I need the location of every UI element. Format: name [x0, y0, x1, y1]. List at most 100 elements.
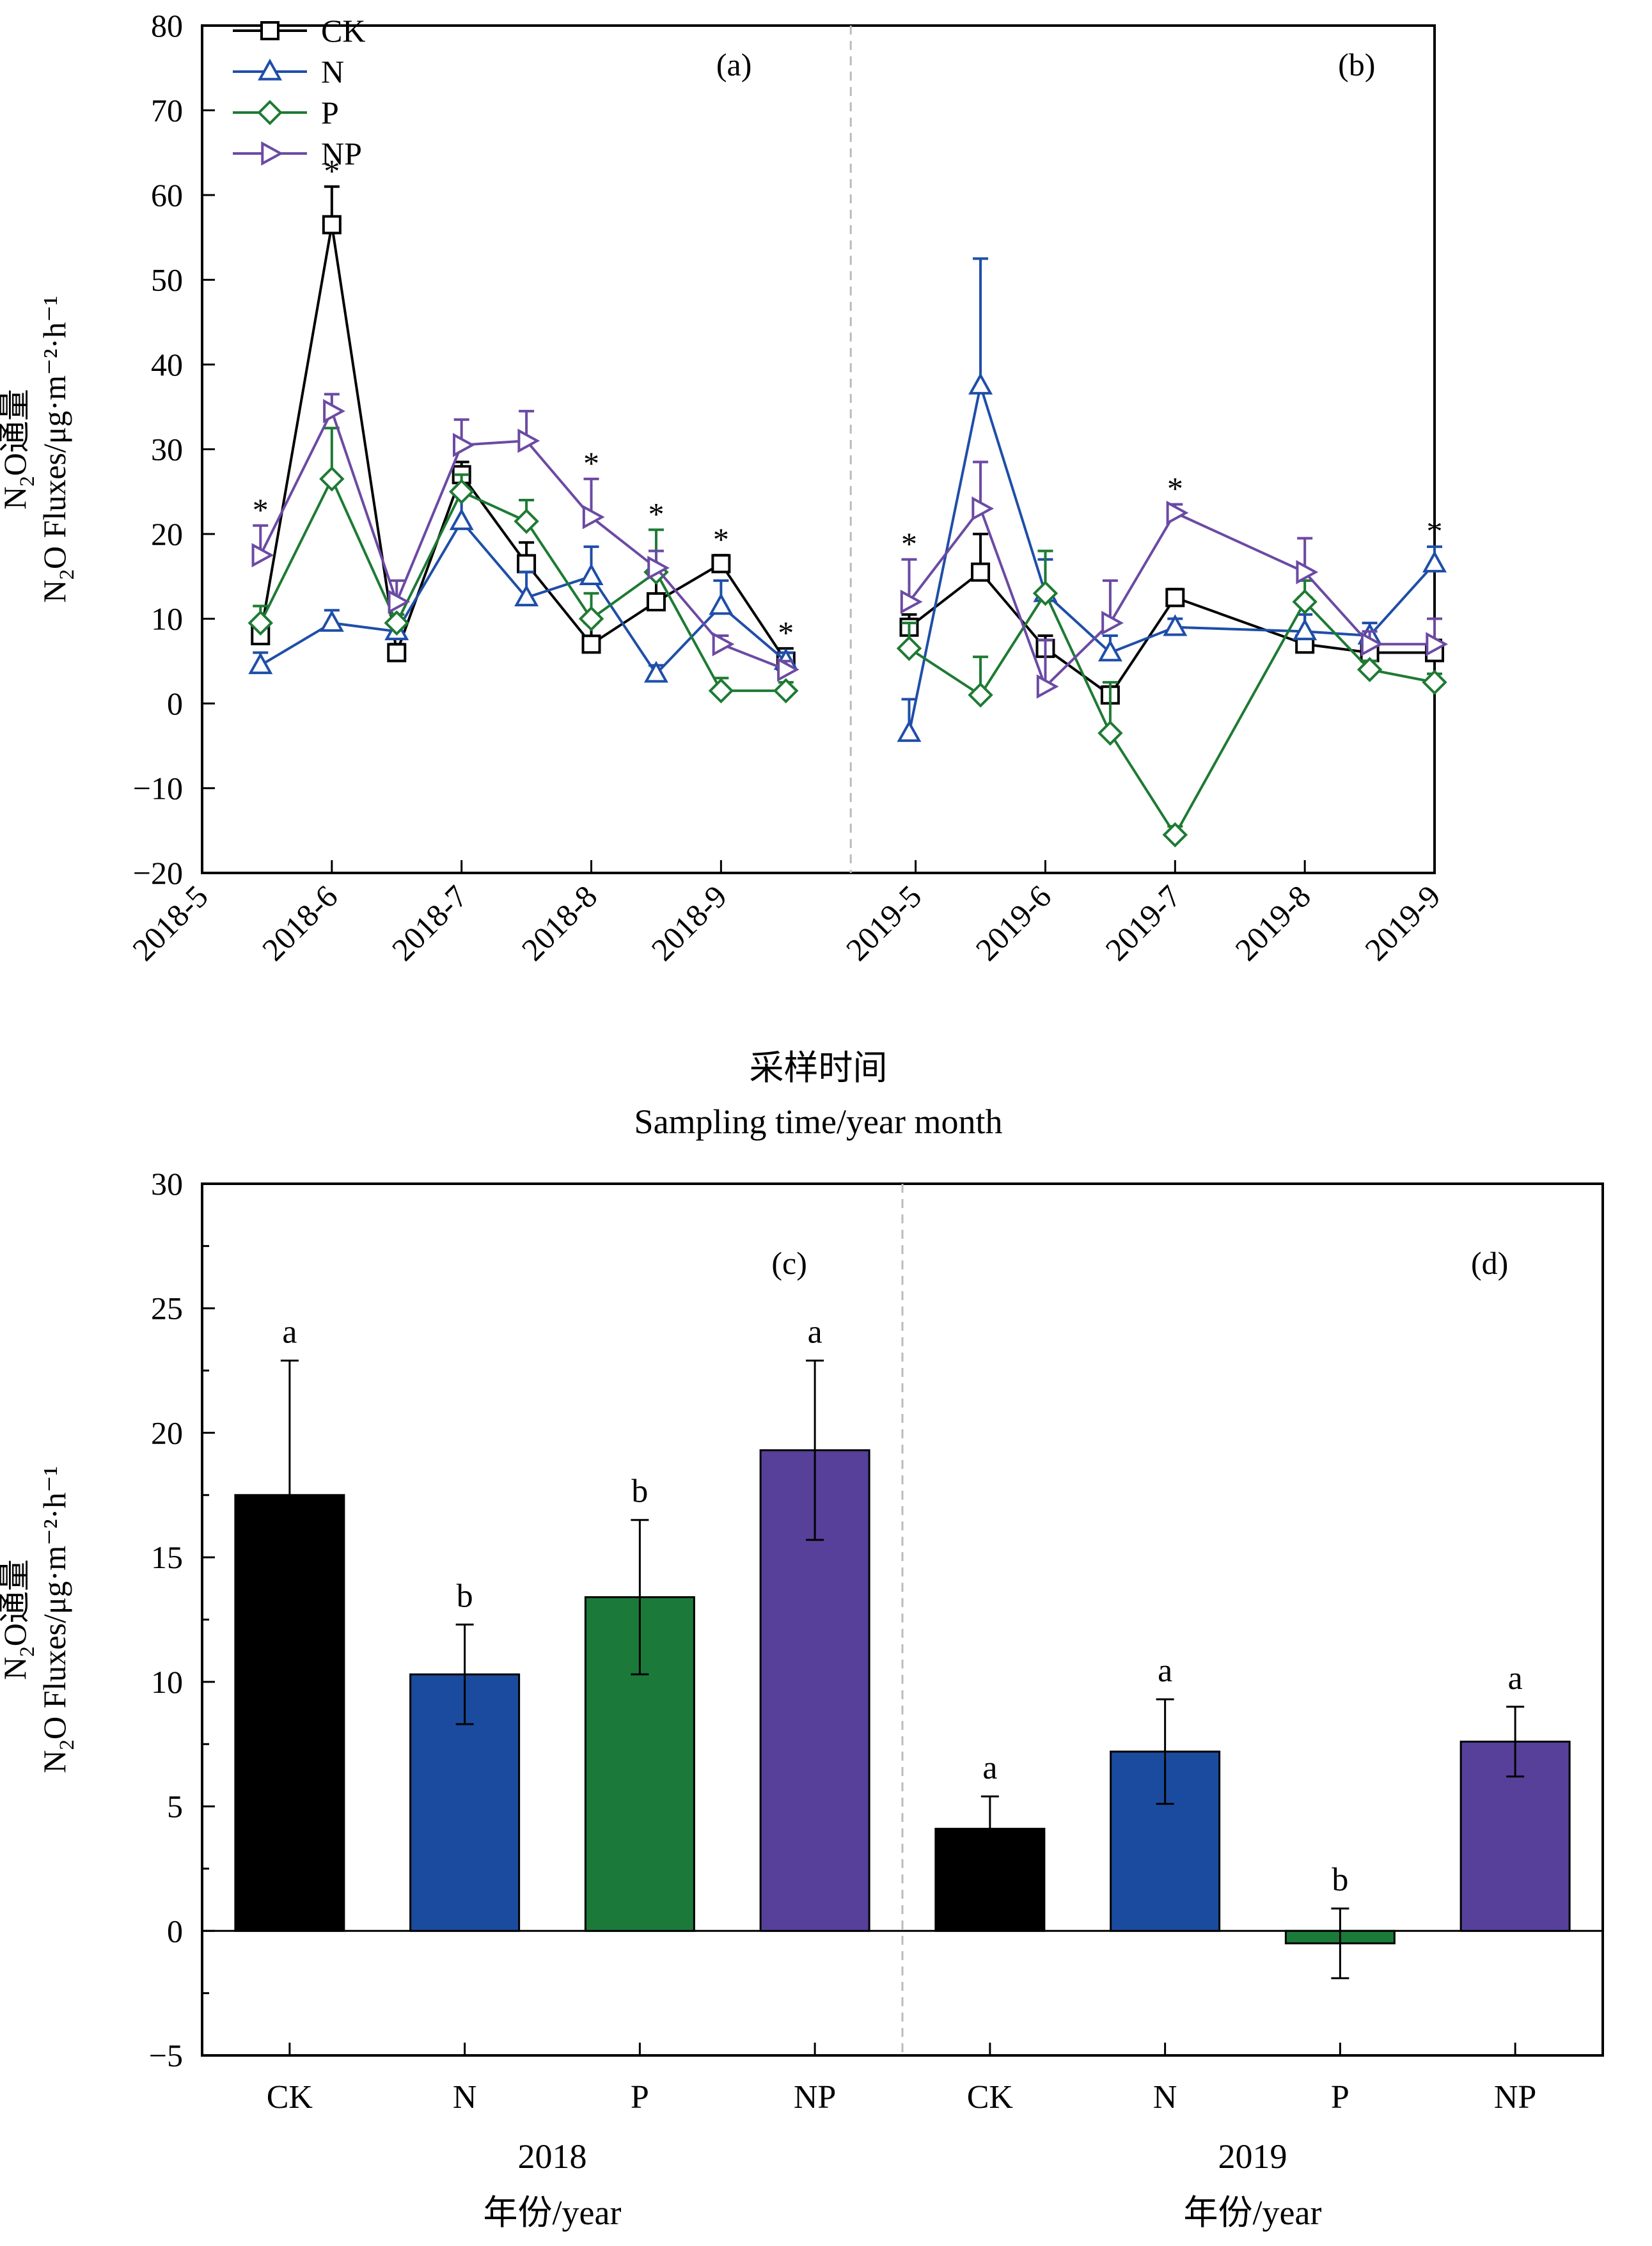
data-point-NP	[1426, 632, 1449, 657]
bar-ylabel-cn: N2O通量	[0, 1559, 39, 1680]
bar-ytick-label: 20	[151, 1415, 183, 1450]
bar-xtick-label-2018-P: P	[631, 2079, 649, 2116]
legend-label-CK: CK	[321, 13, 365, 49]
data-point-CK	[1165, 588, 1185, 608]
data-point-NP	[1296, 560, 1319, 585]
line-ytick-label: 10	[151, 601, 183, 637]
line-xtick-label: 2018-7	[385, 878, 475, 968]
legend-marker-CK	[260, 21, 279, 40]
line-ytick-label: 30	[151, 432, 183, 467]
data-point-CK	[646, 592, 666, 611]
data-point-P	[1357, 657, 1383, 682]
line-ytick-label: 70	[151, 93, 183, 129]
data-point-P	[319, 466, 345, 492]
bar-ytick-label: 15	[151, 1539, 183, 1575]
bar-xtick-label-2019-N: N	[1153, 2079, 1177, 2116]
data-point-N	[709, 593, 734, 615]
line-xtick-label: 2018-6	[255, 878, 345, 968]
bar-ytick-label: 10	[151, 1664, 183, 1700]
line-xlabel-cn: 采样时间	[750, 1049, 888, 1087]
data-point-N	[1097, 640, 1122, 662]
data-point-N	[248, 652, 273, 675]
data-point-N	[319, 609, 344, 632]
bar-xtick-label-2018-CK: CK	[267, 2079, 313, 2116]
bar-ylabel-en: N2O Fluxes/μg·m⁻²·h⁻¹	[36, 1466, 79, 1773]
data-point-NP	[777, 657, 799, 682]
line-xtick-label: 2018-9	[644, 878, 734, 968]
line-plot-frame	[201, 24, 1436, 874]
data-point-N	[968, 372, 993, 395]
line-ytick-label: 80	[151, 8, 183, 43]
bar-ytick-label: 30	[151, 1166, 183, 1202]
data-point-CK	[711, 554, 731, 574]
legend-marker-NP	[261, 141, 284, 166]
data-point-N	[1293, 618, 1318, 641]
sig-letter-2018-NP: a	[808, 1314, 822, 1350]
line-xtick-label: 2019-5	[839, 878, 929, 968]
data-point-P	[448, 479, 475, 505]
line-ytick-label: 60	[151, 177, 183, 213]
data-point-CK	[517, 554, 537, 574]
data-point-N	[1163, 614, 1188, 636]
bar-xtick-label-2018-N: N	[453, 2079, 477, 2116]
sig-letter-2018-N: b	[457, 1578, 473, 1614]
data-point-P	[514, 508, 539, 534]
data-point-P	[1162, 822, 1188, 848]
sig-letter-2019-NP: a	[1508, 1660, 1523, 1697]
data-point-NP	[1101, 611, 1124, 636]
significance-star: *	[713, 521, 729, 557]
line-ytick-label: 0	[167, 686, 183, 721]
line-ytick-label: −20	[133, 855, 183, 891]
panel-label-a: (a)	[716, 47, 752, 82]
significance-star: *	[583, 445, 599, 481]
line-ylabel-en: N2O Fluxes/μg·m⁻²·h⁻¹	[36, 295, 79, 602]
bar-ytick-label: 25	[151, 1291, 183, 1326]
bar-ytick-label: −5	[149, 2038, 183, 2073]
bar-xlabel-2018: 年份/year	[484, 2194, 622, 2232]
line-xtick-label: 2018-5	[125, 878, 215, 968]
data-point-NP	[582, 505, 605, 530]
line-ytick-label: 50	[151, 262, 183, 298]
bar-ytick-label: 0	[167, 1913, 183, 1949]
data-point-N	[1422, 551, 1447, 573]
data-point-P	[1032, 581, 1058, 606]
data-point-N	[579, 563, 604, 585]
data-point-NP	[1166, 500, 1189, 525]
data-point-NP	[388, 590, 411, 614]
line-xtick-label: 2019-9	[1358, 878, 1447, 968]
data-point-P	[248, 610, 274, 636]
data-point-P	[896, 636, 922, 661]
data-point-CK	[387, 643, 407, 663]
significance-star: *	[253, 492, 269, 528]
significance-star: *	[778, 615, 794, 650]
data-point-NP	[712, 632, 735, 657]
data-point-N	[514, 585, 539, 607]
legend-marker-N	[257, 58, 283, 81]
bar-year-label-2018: 2018	[518, 2137, 587, 2176]
legend-label-N: N	[321, 54, 344, 90]
line-ylabel-cn: N2O通量	[0, 389, 39, 510]
significance-star: *	[1167, 471, 1183, 507]
data-point-NP	[1360, 632, 1383, 657]
bar-ytick-label: 5	[167, 1789, 183, 1825]
line-xtick-label: 2019-6	[968, 878, 1058, 968]
data-point-P	[1422, 670, 1447, 695]
line-xlabel-en: Sampling time/year month	[634, 1103, 1003, 1141]
panel-label-d: (d)	[1471, 1245, 1508, 1281]
sig-letter-2019-P: b	[1332, 1862, 1348, 1898]
data-point-NP	[1036, 674, 1059, 699]
series-line-N	[908, 381, 1436, 734]
bar-xtick-label-2019-CK: CK	[967, 2079, 1014, 2116]
data-point-CK	[581, 634, 601, 654]
significance-star: *	[324, 153, 340, 189]
series-line-P	[908, 590, 1435, 838]
line-xtick-label: 2019-8	[1228, 878, 1318, 968]
legend-label-P: P	[321, 95, 339, 130]
data-point-P	[708, 678, 734, 703]
panel-label-b: (b)	[1338, 47, 1375, 82]
data-point-P	[384, 610, 409, 636]
data-point-P	[773, 678, 799, 703]
series-line-CK	[908, 570, 1435, 697]
significance-star: *	[648, 496, 664, 531]
